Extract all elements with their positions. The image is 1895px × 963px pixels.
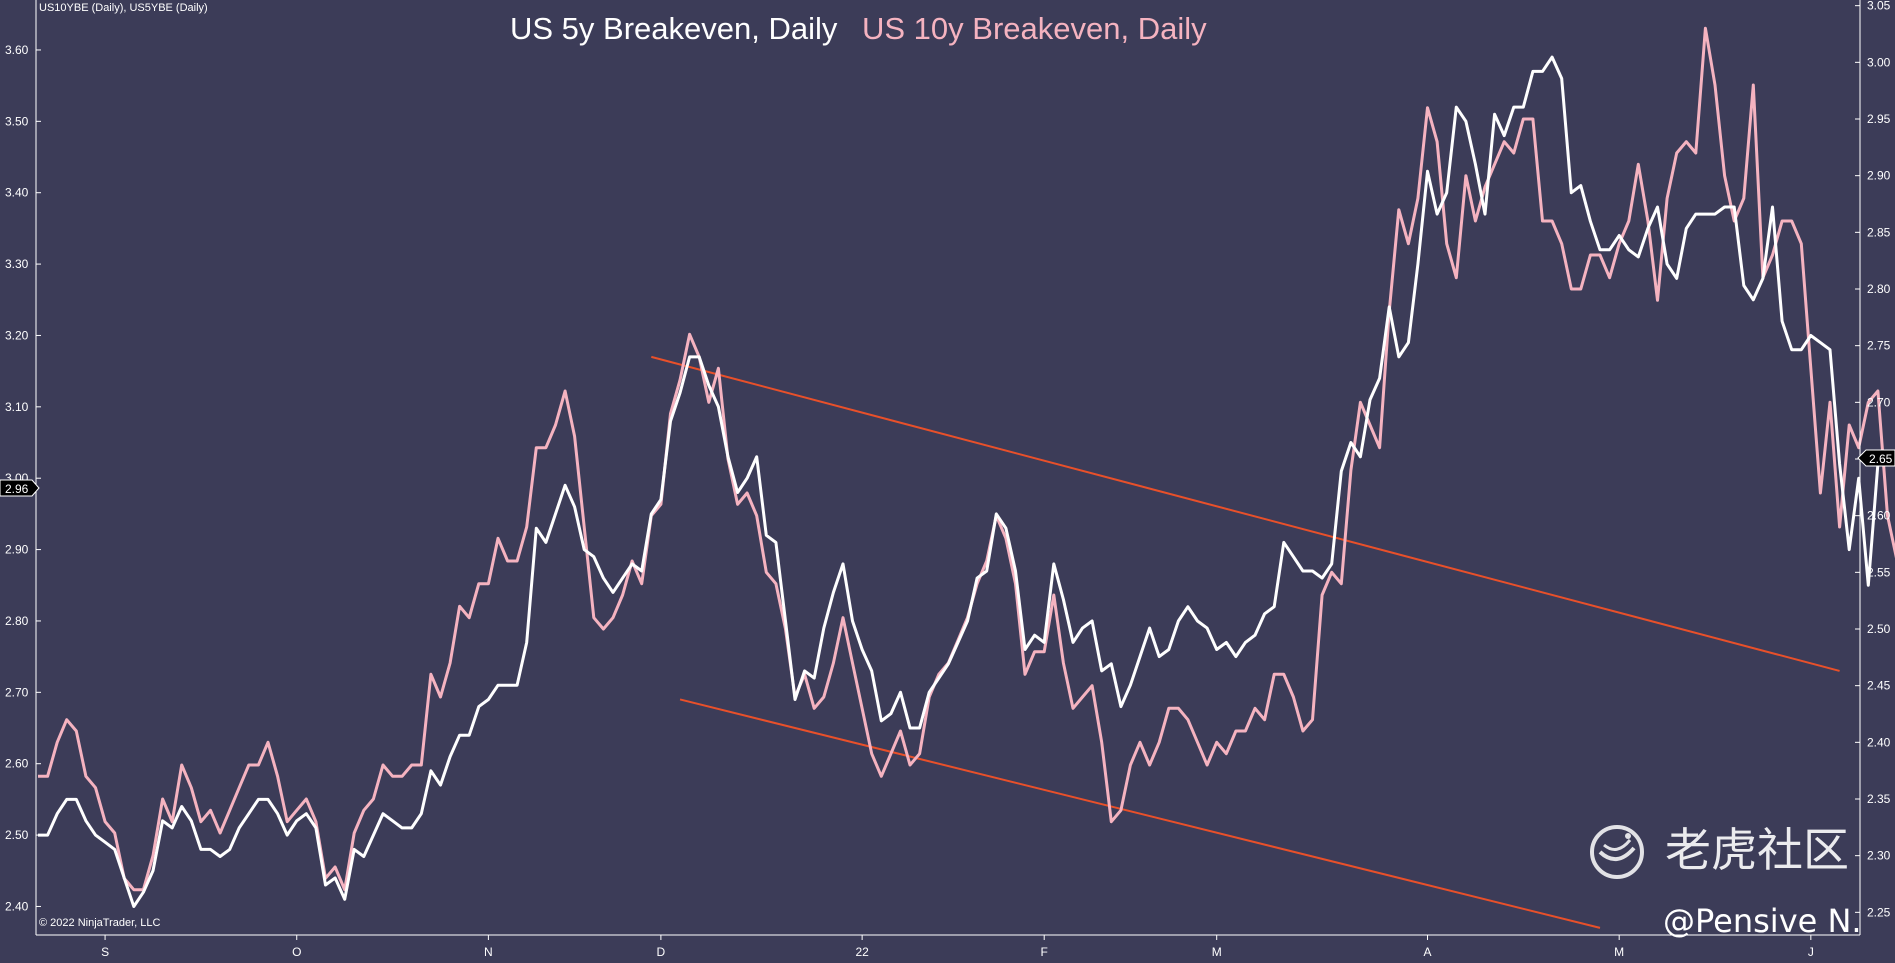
right-last-value-badge: 2.65 <box>1857 449 1895 467</box>
title-10y: US 10y Breakeven, Daily <box>862 11 1207 46</box>
x-tick-label: M <box>1212 945 1222 959</box>
left-tick-label: 2.70 <box>5 685 29 699</box>
right-tick-label: 2.80 <box>1867 282 1891 296</box>
right-tick-label: 2.60 <box>1867 509 1891 523</box>
brand-watermark-text: 老虎社区 <box>1665 823 1849 877</box>
x-tick-label: J <box>1808 945 1814 959</box>
left-tick-label: 2.40 <box>5 899 29 913</box>
trendline <box>679 698 1601 929</box>
left-tick-label: 2.50 <box>5 828 29 842</box>
instruments-label: US10YBE (Daily), US5YBE (Daily) <box>39 2 208 14</box>
left-tick-label: 3.50 <box>5 114 29 128</box>
x-axis: S O N D 22 F M A M J <box>101 935 1814 959</box>
chart-title: US 5y Breakeven, Daily US 10y Breakeven,… <box>510 11 1207 46</box>
right-tick-label: 2.30 <box>1867 849 1891 863</box>
left-tick-label: 2.60 <box>5 757 29 771</box>
right-tick-label: 2.40 <box>1867 735 1891 749</box>
left-tick-label: 3.20 <box>5 328 29 342</box>
x-tick-label: F <box>1041 945 1048 959</box>
right-tick-label: 2.45 <box>1867 679 1891 693</box>
right-last-value-text: 2.65 <box>1869 452 1893 466</box>
left-last-value-text: 2.96 <box>5 482 29 496</box>
copyright-text: © 2022 NinjaTrader, LLC <box>39 917 160 929</box>
tiger-logo-icon <box>1590 825 1644 879</box>
left-tick-label: 2.80 <box>5 614 29 628</box>
left-tick-label: 3.30 <box>5 257 29 271</box>
left-tick-label: 2.90 <box>5 543 29 557</box>
author-watermark-text: @Pensive N. <box>1663 902 1862 940</box>
left-tick-label: 3.40 <box>5 186 29 200</box>
right-tick-label: 2.35 <box>1867 792 1891 806</box>
right-tick-label: 2.50 <box>1867 622 1891 636</box>
right-tick-label: 3.00 <box>1867 55 1891 69</box>
left-tick-label: 3.60 <box>5 43 29 57</box>
x-tick-label: A <box>1424 945 1432 959</box>
x-tick-label: S <box>101 945 109 959</box>
trendline <box>651 355 1840 672</box>
us5y-breakeven-line <box>38 55 1895 908</box>
right-tick-label: 2.75 <box>1867 339 1891 353</box>
right-tick-label: 2.85 <box>1867 225 1891 239</box>
x-tick-label: O <box>292 945 301 959</box>
right-tick-label: 3.05 <box>1867 0 1891 13</box>
left-last-value-badge: 2.96 <box>0 479 40 497</box>
x-tick-label: M <box>1614 945 1624 959</box>
left-tick-label: 3.10 <box>5 400 29 414</box>
x-tick-label: D <box>657 945 666 959</box>
series-layer <box>38 26 1895 908</box>
left-axis: 2.402.502.602.702.802.903.003.103.203.30… <box>5 43 41 913</box>
right-tick-label: 2.90 <box>1867 169 1891 183</box>
watermark: 老虎社区 @Pensive N. <box>1590 823 1862 940</box>
x-tick-label: 22 <box>855 945 869 959</box>
right-tick-label: 2.25 <box>1867 905 1891 919</box>
x-tick-label: N <box>484 945 493 959</box>
right-tick-label: 2.55 <box>1867 565 1891 579</box>
right-tick-label: 2.95 <box>1867 112 1891 126</box>
right-tick-label: 2.70 <box>1867 395 1891 409</box>
trendlines <box>651 355 1840 929</box>
title-5y: US 5y Breakeven, Daily <box>510 11 838 46</box>
